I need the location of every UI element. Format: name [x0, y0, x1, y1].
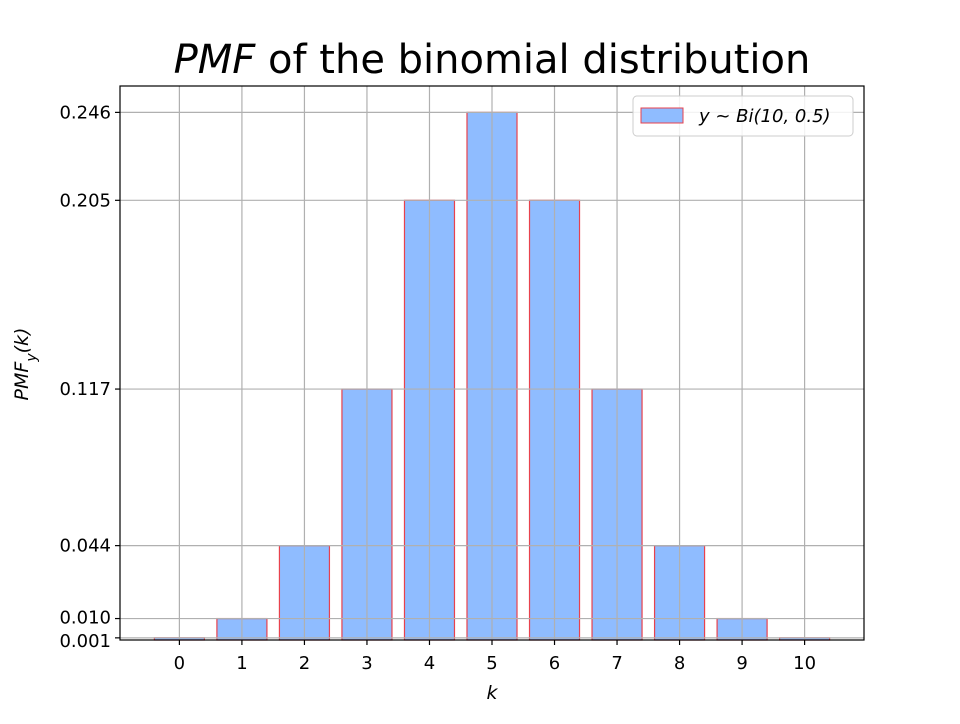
- x-tick-label-5: 5: [486, 653, 497, 674]
- y-axis-label-sub: y: [24, 353, 40, 363]
- x-tick-label-6: 6: [549, 653, 560, 674]
- legend-box: [632, 95, 854, 137]
- x-axis-label: k: [486, 682, 498, 704]
- y-tick-label-0.117: 0.117: [59, 379, 111, 400]
- x-tick-label-8: 8: [674, 653, 685, 674]
- x-tick-label-1: 1: [236, 653, 247, 674]
- y-tick-label-0.001: 0.001: [59, 631, 111, 652]
- x-tick-labels: 0 1 2 3 4 5 6 7 8 9 10: [174, 640, 816, 674]
- legend-label: y ~ Bi(10, 0.5): [698, 106, 831, 127]
- y-axis-label-tail: (k): [11, 328, 33, 354]
- x-tick-label-3: 3: [361, 653, 372, 674]
- chart-title: PMF of the binomial distribution: [174, 37, 811, 83]
- x-tick-label-2: 2: [299, 653, 310, 674]
- y-axis-label-main: PMF: [11, 361, 33, 401]
- y-tick-label-0.246: 0.246: [59, 102, 111, 123]
- x-tick-label-0: 0: [174, 653, 185, 674]
- legend-swatch: [640, 107, 684, 124]
- x-tick-label-4: 4: [424, 653, 435, 674]
- y-tick-label-0.010: 0.010: [59, 608, 111, 629]
- y-tick-label-0.044: 0.044: [59, 536, 111, 557]
- x-tick-label-10: 10: [793, 653, 816, 674]
- y-axis-label: PMFy(k): [11, 328, 40, 401]
- chart-title-italic: PMF: [174, 37, 257, 83]
- x-tick-label-7: 7: [611, 653, 622, 674]
- x-tick-label-9: 9: [736, 653, 747, 674]
- legend: y ~ Bi(10, 0.5): [632, 95, 854, 137]
- chart-title-rest: of the binomial distribution: [255, 37, 810, 83]
- y-tick-label-0.205: 0.205: [59, 190, 111, 211]
- grid-lines: [120, 86, 864, 640]
